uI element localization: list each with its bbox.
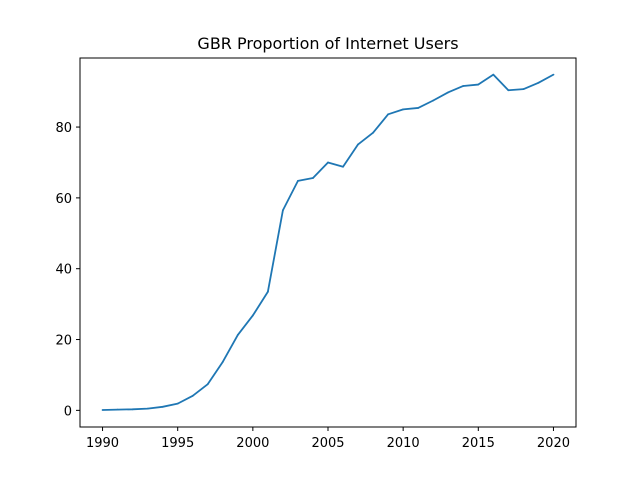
data-point — [372, 131, 374, 134]
data-point — [146, 407, 149, 410]
x-tick-label: 2005 — [311, 436, 344, 451]
data-point — [116, 408, 119, 411]
data-point — [477, 83, 480, 86]
y-tick-label: 60 — [55, 192, 72, 207]
data-point — [161, 405, 164, 408]
y-tick-label: 80 — [55, 121, 72, 136]
x-tick-label: 2010 — [387, 436, 420, 451]
data-point — [221, 360, 224, 363]
data-point — [312, 177, 314, 179]
data-point — [342, 165, 344, 168]
plot-area-frame — [79, 57, 577, 428]
data-point — [191, 394, 194, 397]
data-point — [552, 73, 555, 76]
data-point — [101, 409, 104, 411]
data-point — [447, 91, 450, 94]
chart-title: GBR Proportion of Internet Users — [197, 34, 458, 53]
data-point — [417, 107, 420, 109]
y-tick-label: 40 — [55, 263, 72, 278]
data-point — [236, 334, 239, 336]
x-tick-label: 2015 — [462, 436, 495, 451]
data-point — [387, 113, 390, 116]
x-axis: 1990 1995 2000 2005 2010 2015 2020 — [86, 427, 570, 451]
data-point — [432, 99, 435, 102]
data-point — [251, 314, 254, 317]
data-point — [402, 108, 405, 111]
x-tick-label: 1995 — [161, 436, 194, 451]
y-tick-label: 0 — [64, 404, 72, 419]
data-point — [492, 73, 495, 76]
y-tick-label: 20 — [55, 334, 72, 349]
data-point — [537, 81, 540, 84]
data-point — [176, 402, 179, 405]
data-point — [206, 383, 209, 386]
plot-series — [101, 73, 555, 411]
data-point — [327, 161, 329, 164]
data-point — [297, 179, 299, 182]
data-point — [507, 89, 510, 92]
x-tick-label: 2000 — [236, 436, 269, 451]
data-point — [282, 209, 284, 212]
x-tick-label: 2020 — [537, 436, 570, 451]
data-point — [462, 85, 465, 87]
data-point — [357, 143, 359, 146]
y-axis: 0 20 40 60 80 — [55, 121, 80, 419]
data-point — [131, 408, 134, 411]
x-tick-label: 1990 — [86, 436, 119, 451]
data-point — [522, 88, 525, 91]
data-point — [266, 290, 269, 293]
